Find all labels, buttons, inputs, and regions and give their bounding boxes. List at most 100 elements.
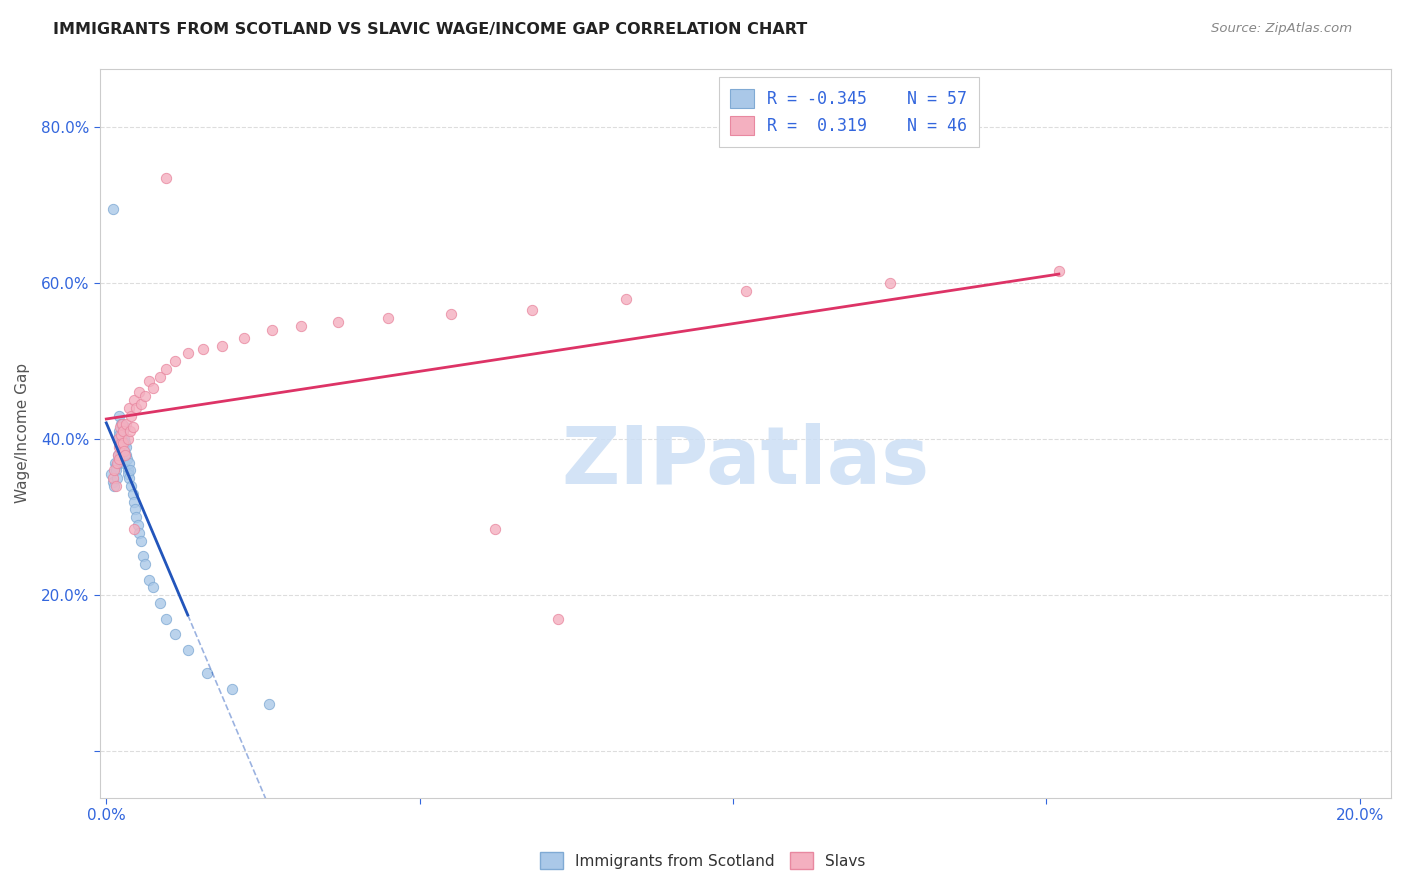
Point bbox=[125, 401, 148, 415]
Point bbox=[138, 374, 160, 388]
Point bbox=[120, 479, 142, 493]
Point bbox=[101, 202, 124, 216]
Point bbox=[107, 432, 129, 446]
Point bbox=[103, 479, 125, 493]
Point bbox=[120, 425, 142, 439]
Point bbox=[114, 448, 136, 462]
Point bbox=[110, 443, 132, 458]
Point bbox=[155, 170, 177, 185]
Point bbox=[100, 467, 122, 482]
Point bbox=[115, 451, 138, 466]
Point bbox=[134, 557, 156, 571]
Point bbox=[111, 451, 134, 466]
Point bbox=[101, 471, 124, 485]
Point bbox=[117, 432, 139, 446]
Point bbox=[233, 331, 256, 345]
Point bbox=[110, 436, 132, 450]
Point bbox=[107, 448, 129, 462]
Point bbox=[112, 425, 135, 439]
Point bbox=[112, 425, 135, 439]
Point bbox=[124, 522, 146, 536]
Point bbox=[107, 448, 129, 462]
Text: Source: ZipAtlas.com: Source: ZipAtlas.com bbox=[1212, 22, 1353, 36]
Point bbox=[112, 443, 135, 458]
Point bbox=[111, 432, 134, 446]
Point bbox=[262, 323, 284, 337]
Point bbox=[110, 451, 132, 466]
Y-axis label: Wage/Income Gap: Wage/Income Gap bbox=[15, 363, 30, 503]
Point bbox=[107, 432, 129, 446]
Point bbox=[108, 448, 131, 462]
Point bbox=[104, 479, 127, 493]
Point bbox=[117, 463, 139, 477]
Point bbox=[138, 573, 160, 587]
Point bbox=[142, 581, 165, 595]
Point bbox=[108, 451, 131, 466]
Point bbox=[118, 456, 141, 470]
Point bbox=[112, 436, 135, 450]
Point bbox=[484, 522, 506, 536]
Point bbox=[108, 420, 131, 434]
Point bbox=[115, 417, 138, 431]
Point bbox=[111, 417, 134, 431]
Point bbox=[121, 487, 143, 501]
Point bbox=[112, 443, 135, 458]
Point bbox=[879, 276, 901, 290]
Point bbox=[616, 292, 638, 306]
Point bbox=[290, 318, 312, 333]
Point bbox=[177, 642, 200, 657]
Legend: R = -0.345    N = 57, R =  0.319    N = 46: R = -0.345 N = 57, R = 0.319 N = 46 bbox=[718, 77, 979, 147]
Point bbox=[125, 510, 148, 524]
Point bbox=[118, 471, 141, 485]
Point bbox=[128, 385, 150, 400]
Point bbox=[195, 666, 218, 681]
Text: ZIPatlas: ZIPatlas bbox=[561, 424, 929, 501]
Point bbox=[120, 463, 142, 477]
Point bbox=[104, 459, 127, 474]
Point bbox=[522, 303, 544, 318]
Point bbox=[124, 502, 146, 516]
Point bbox=[110, 417, 132, 431]
Point bbox=[165, 627, 187, 641]
Point bbox=[142, 381, 165, 395]
Point bbox=[148, 596, 170, 610]
Point bbox=[155, 362, 177, 376]
Point bbox=[120, 409, 142, 423]
Point bbox=[257, 698, 280, 712]
Point bbox=[377, 311, 399, 326]
Point bbox=[114, 456, 136, 470]
Point bbox=[111, 417, 134, 431]
Point bbox=[117, 467, 139, 482]
Point bbox=[114, 448, 136, 462]
Point bbox=[115, 440, 138, 454]
Point bbox=[108, 428, 131, 442]
Point bbox=[110, 436, 132, 450]
Point bbox=[734, 284, 756, 298]
Point bbox=[105, 463, 128, 477]
Point bbox=[131, 397, 153, 411]
Point bbox=[211, 338, 233, 352]
Point bbox=[112, 432, 135, 446]
Point bbox=[1047, 264, 1070, 278]
Point bbox=[118, 401, 141, 415]
Point bbox=[221, 681, 243, 696]
Point bbox=[547, 612, 569, 626]
Point bbox=[111, 436, 134, 450]
Point bbox=[108, 409, 131, 423]
Point bbox=[148, 369, 170, 384]
Point bbox=[128, 525, 150, 540]
Point bbox=[114, 420, 136, 434]
Point bbox=[108, 425, 131, 439]
Point bbox=[124, 393, 146, 408]
Point bbox=[105, 471, 128, 485]
Legend: Immigrants from Scotland, Slavs: Immigrants from Scotland, Slavs bbox=[534, 846, 872, 875]
Point bbox=[108, 440, 131, 454]
Point bbox=[114, 436, 136, 450]
Point bbox=[328, 315, 350, 329]
Point bbox=[111, 440, 134, 454]
Point bbox=[165, 354, 187, 368]
Point bbox=[110, 428, 132, 442]
Point bbox=[131, 549, 153, 564]
Point bbox=[104, 456, 127, 470]
Point bbox=[107, 456, 129, 470]
